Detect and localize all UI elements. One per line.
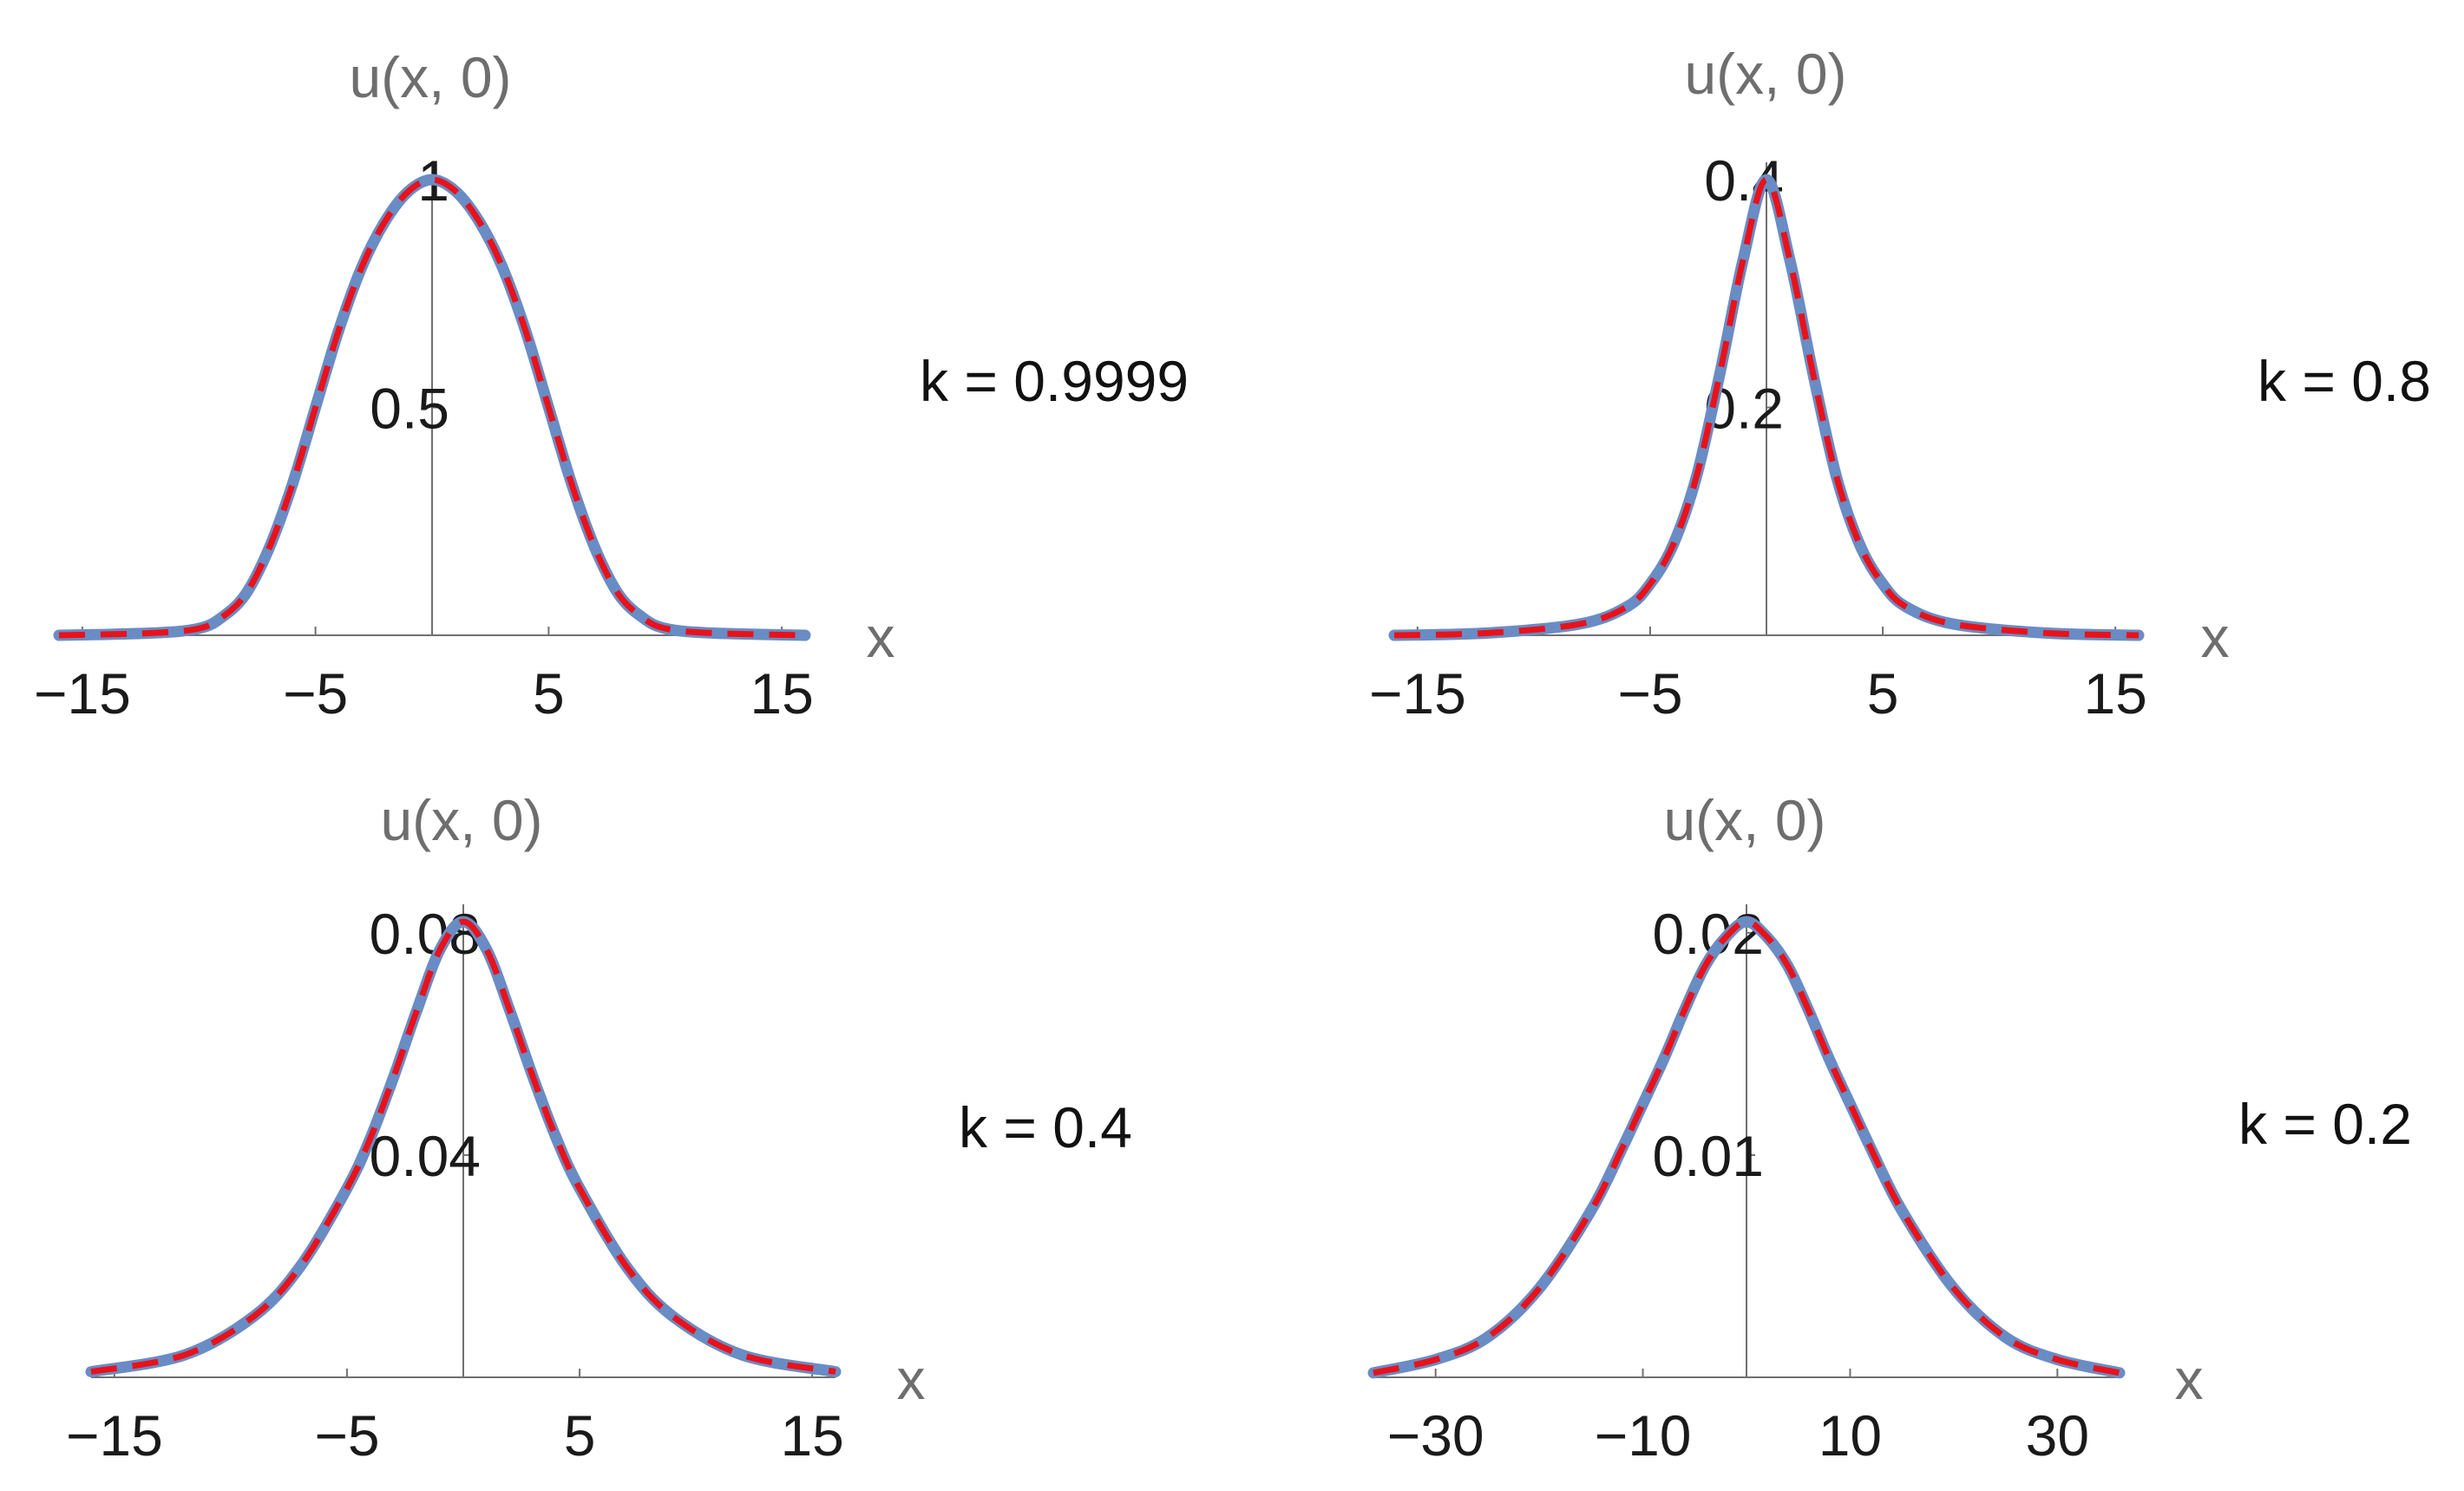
panel-0-y-axis-title: u(x, 0) xyxy=(349,45,511,109)
panel-3-x-tick-label: −10 xyxy=(1595,1403,1692,1468)
panel-0-x-tick-label: 5 xyxy=(533,661,565,726)
panel-1-dashed-curve xyxy=(1393,176,2140,639)
panel-3-dashed-curve xyxy=(1373,918,2120,1376)
panel-2-x-axis-title: x xyxy=(897,1347,926,1411)
panel-3-x-axis-title: x xyxy=(2175,1347,2204,1411)
panel-k-02: u(x, 0) x k = 0.2 −30 −10 10 30 0.010.02 xyxy=(1367,788,2412,1468)
panel-3-x-tick-label: 30 xyxy=(2026,1403,2089,1468)
panel-0-x-tick-label: −5 xyxy=(283,661,348,726)
panel-0-x-ticks: −15 −5 5 15 xyxy=(34,627,814,726)
panel-0-k-annotation: k = 0.9999 xyxy=(920,349,1189,413)
panel-2-x-tick-label: 15 xyxy=(780,1403,843,1468)
panel-k-04: u(x, 0) x k = 0.4 −15 −5 5 15 0.04 0.08 xyxy=(66,788,1132,1468)
panel-2-y-ticks: 0.04 0.08 xyxy=(370,902,481,1188)
panel-3-x-ticks: −30 −10 10 30 xyxy=(1387,1369,2089,1468)
panel-3-k-annotation: k = 0.2 xyxy=(2238,1092,2412,1156)
panel-1-y-axis-title: u(x, 0) xyxy=(1684,42,1846,106)
panel-3-y-ticks: 0.010.02 xyxy=(1653,902,1764,1188)
panel-3-y-tick-label: 0.01 xyxy=(1653,1124,1764,1188)
panel-2-k-annotation: k = 0.4 xyxy=(959,1095,1132,1159)
panel-1-x-tick-label: 15 xyxy=(2083,661,2146,726)
panel-0-x-tick-label: 15 xyxy=(750,661,813,726)
panel-0-dashed-curve xyxy=(58,176,806,639)
panel-0-y-tick-label: 0.5 xyxy=(370,377,449,441)
panel-1-x-tick-label: −5 xyxy=(1617,661,1682,726)
panel-0-x-axis-title: x xyxy=(867,605,895,669)
panel-2-y-axis-title: u(x, 0) xyxy=(380,788,542,852)
panel-2-dashed-curve xyxy=(90,918,836,1376)
panel-1-x-axis-title: x xyxy=(2201,605,2230,669)
panel-1-x-tick-label: 5 xyxy=(1867,661,1899,726)
panel-2-x-tick-label: −5 xyxy=(314,1403,379,1468)
panel-2-y-tick-label: 0.08 xyxy=(370,902,481,966)
panel-k-09999: u(x, 0) x k = 0.9999 −15 −5 5 15 0.51 xyxy=(34,45,1189,726)
panel-3-x-tick-label: 10 xyxy=(1819,1403,1882,1468)
panel-1-x-ticks: −15 −5 5 15 xyxy=(1369,627,2147,726)
panel-1-x-tick-label: −15 xyxy=(1369,661,1466,726)
panel-1-k-annotation: k = 0.8 xyxy=(2258,349,2431,413)
panel-k-08: u(x, 0) x k = 0.8 −15 −5 5 15 0.20.4 xyxy=(1369,42,2431,726)
panel-3-y-axis-title: u(x, 0) xyxy=(1663,788,1825,852)
panel-2-x-ticks: −15 −5 5 15 xyxy=(66,1369,844,1468)
panel-2-y-tick-label: 0.04 xyxy=(370,1124,481,1188)
panel-2-x-tick-label: 5 xyxy=(564,1403,596,1468)
panel-2-x-tick-label: −15 xyxy=(66,1403,163,1468)
panel-3-x-tick-label: −30 xyxy=(1387,1403,1484,1468)
panel-0-x-tick-label: −15 xyxy=(34,661,131,726)
